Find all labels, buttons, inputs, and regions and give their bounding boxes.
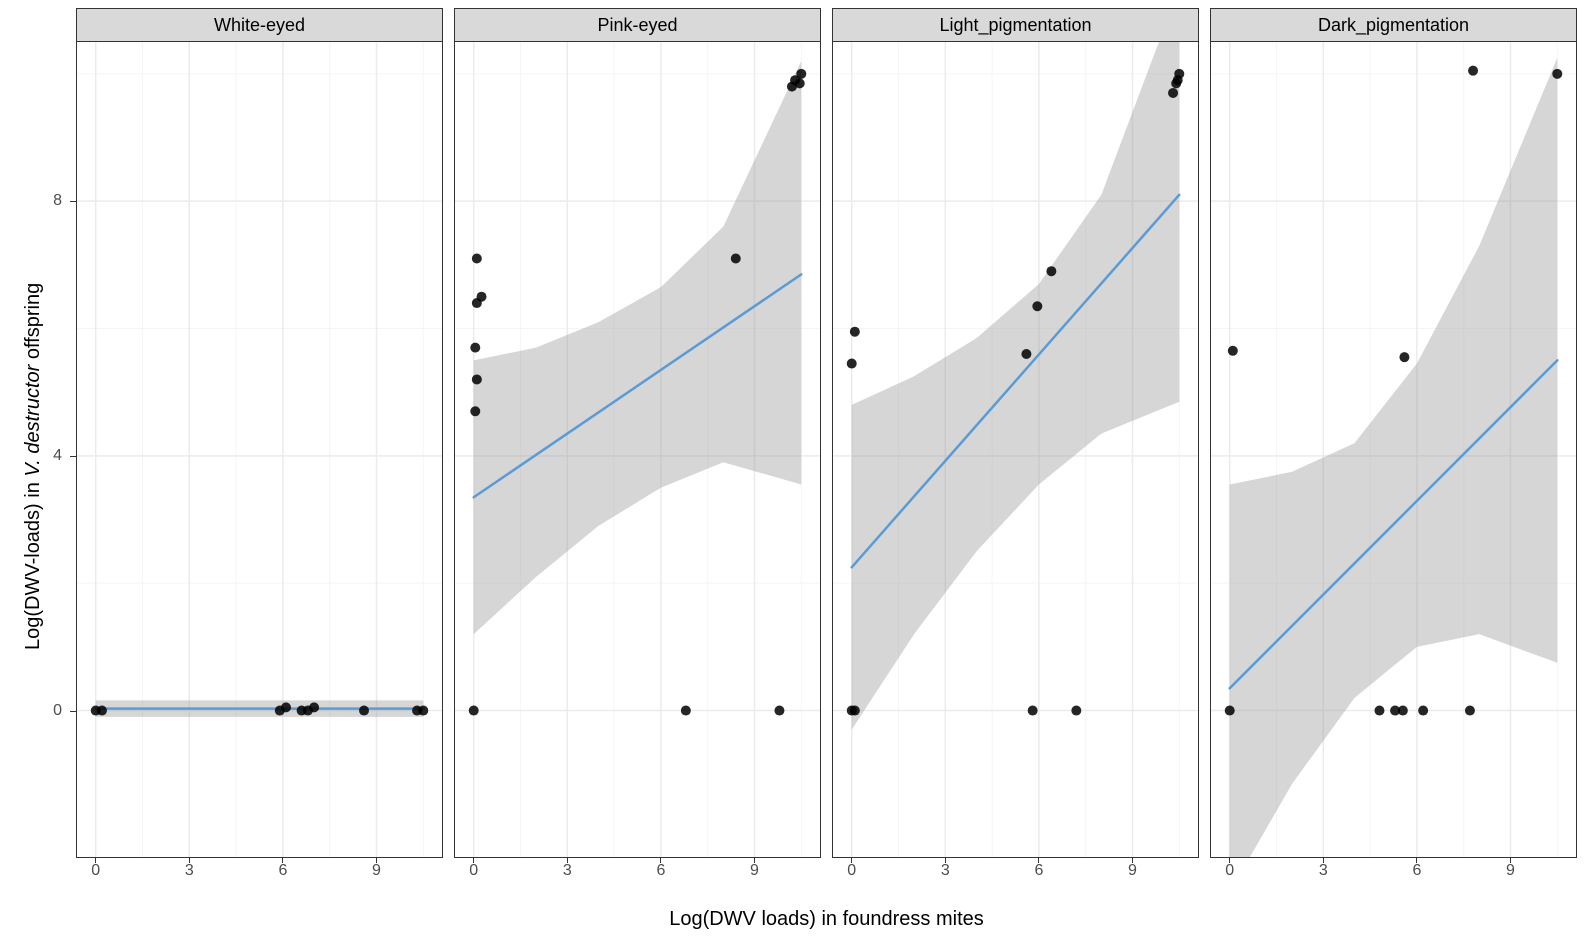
x-tick-mark — [1510, 857, 1511, 863]
data-point — [1399, 352, 1409, 362]
facet-panel — [1210, 41, 1577, 858]
facet-strip-label: Dark_pigmentation — [1318, 15, 1469, 36]
facet-strip-label: Pink-eyed — [597, 15, 677, 36]
confidence-ribbon — [1230, 58, 1558, 857]
data-point — [850, 327, 860, 337]
x-tick-label: 3 — [563, 862, 572, 880]
x-tick-mark — [1323, 857, 1324, 863]
data-point — [1032, 301, 1042, 311]
x-tick-label: 6 — [278, 862, 287, 880]
facet-strip: Dark_pigmentation — [1210, 8, 1577, 42]
data-point — [1228, 346, 1238, 356]
y-axis-label: Log(DWV-loads) in V. destructor offsprin… — [22, 283, 45, 650]
confidence-ribbon — [474, 61, 802, 634]
y-axis-label-prefix: Log(DWV-loads) in — [22, 477, 44, 650]
data-point — [1418, 706, 1428, 716]
facet-strip-label: White-eyed — [214, 15, 305, 36]
x-tick-label: 6 — [1034, 862, 1043, 880]
data-point — [1225, 706, 1235, 716]
facet-strip-label: Light_pigmentation — [939, 15, 1091, 36]
facet-figure: Log(DWV-loads) in V. destructor offsprin… — [0, 0, 1594, 947]
data-point — [1468, 66, 1478, 76]
x-tick-mark — [567, 857, 568, 863]
data-point — [1465, 706, 1475, 716]
y-axis-label-italic: V. destructor — [22, 365, 44, 477]
x-tick-mark — [95, 857, 96, 863]
facet-panel — [76, 41, 443, 858]
data-point — [774, 706, 784, 716]
data-point — [1028, 706, 1038, 716]
data-point — [470, 343, 480, 353]
x-tick-label: 6 — [1412, 862, 1421, 880]
x-tick-mark — [1038, 857, 1039, 863]
x-tick-mark — [1416, 857, 1417, 863]
x-tick-mark — [282, 857, 283, 863]
facet-strip: Pink-eyed — [454, 8, 821, 42]
data-point — [472, 374, 482, 384]
facet-strip: Light_pigmentation — [832, 8, 1199, 42]
x-tick-label: 9 — [1128, 862, 1137, 880]
x-tick-label: 6 — [656, 862, 665, 880]
data-point — [1374, 706, 1384, 716]
x-axis-label: Log(DWV loads) in foundress mites — [76, 908, 1577, 931]
data-point — [1398, 706, 1408, 716]
confidence-ribbon — [852, 42, 1180, 730]
data-point — [469, 706, 479, 716]
x-tick-mark — [660, 857, 661, 863]
x-tick-label: 9 — [1506, 862, 1515, 880]
x-tick-mark — [851, 857, 852, 863]
x-tick-mark — [1132, 857, 1133, 863]
data-point — [847, 359, 857, 369]
facet-panel — [832, 41, 1199, 858]
x-tick-label: 3 — [185, 862, 194, 880]
data-point — [681, 706, 691, 716]
data-point — [795, 78, 805, 88]
x-tick-mark — [1229, 857, 1230, 863]
x-tick-label: 9 — [750, 862, 759, 880]
data-point — [418, 706, 428, 716]
data-point — [309, 702, 319, 712]
y-axis-label-suffix: offspring — [22, 283, 44, 365]
data-point — [850, 706, 860, 716]
data-point — [1071, 706, 1081, 716]
x-tick-mark — [189, 857, 190, 863]
data-point — [281, 702, 291, 712]
facet-panel — [454, 41, 821, 858]
facet-strip: White-eyed — [76, 8, 443, 42]
data-point — [731, 253, 741, 263]
x-tick-label: 0 — [469, 862, 478, 880]
data-point — [477, 292, 487, 302]
data-point — [1046, 266, 1056, 276]
x-tick-label: 0 — [1225, 862, 1234, 880]
x-tick-label: 0 — [847, 862, 856, 880]
data-point — [1552, 69, 1562, 79]
data-point — [359, 706, 369, 716]
x-tick-mark — [376, 857, 377, 863]
y-tick-label: 8 — [53, 192, 62, 210]
data-point — [796, 69, 806, 79]
x-tick-mark — [754, 857, 755, 863]
x-tick-mark — [945, 857, 946, 863]
x-tick-mark — [473, 857, 474, 863]
x-tick-label: 0 — [91, 862, 100, 880]
y-tick-label: 4 — [53, 447, 62, 465]
x-tick-label: 3 — [941, 862, 950, 880]
data-point — [1173, 75, 1183, 85]
data-point — [470, 406, 480, 416]
data-point — [1021, 349, 1031, 359]
x-tick-label: 9 — [372, 862, 381, 880]
x-tick-label: 3 — [1319, 862, 1328, 880]
data-point — [97, 706, 107, 716]
data-point — [472, 253, 482, 263]
y-tick-label: 0 — [53, 702, 62, 720]
data-point — [1168, 88, 1178, 98]
